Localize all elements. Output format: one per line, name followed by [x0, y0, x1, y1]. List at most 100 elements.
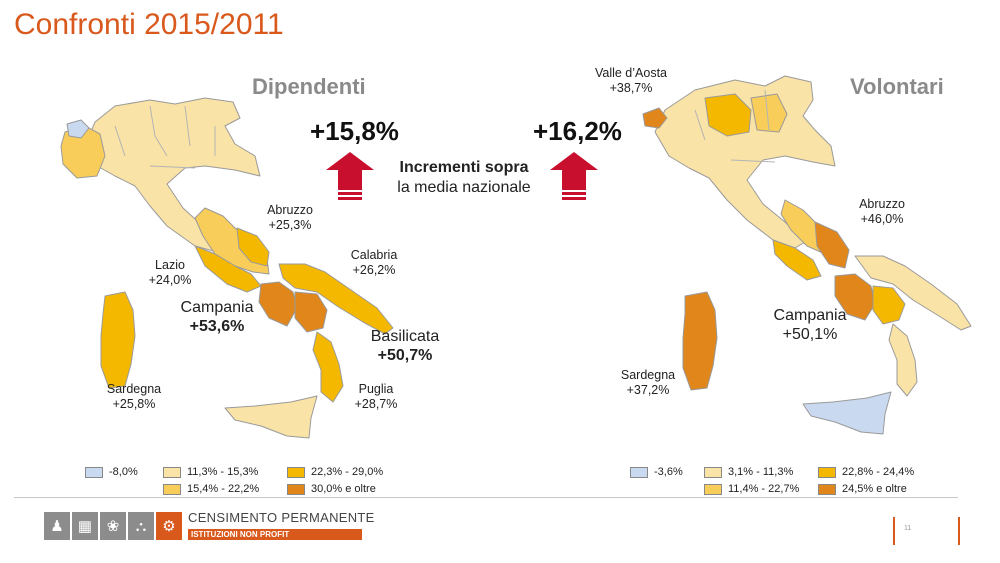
- label-lazio-left: Lazio +24,0%: [136, 258, 204, 288]
- region-lazio: [772, 239, 822, 281]
- label-name: Campania: [773, 307, 847, 324]
- region-basilicata: [872, 285, 906, 325]
- region-sicilia: [802, 391, 892, 435]
- label-value: +25,8%: [112, 397, 156, 411]
- label-name: Abruzzo: [267, 203, 313, 217]
- region-campania: [834, 273, 876, 321]
- label-name: Valle d’Aosta: [594, 66, 668, 80]
- legend-label: 30,0% e oltre: [311, 483, 376, 495]
- legend-item: 22,8% - 24,4%: [818, 466, 914, 478]
- region-lombardia: [704, 93, 752, 137]
- label-name: Calabria: [350, 248, 398, 262]
- label-calabria-left: Calabria +26,2%: [338, 248, 410, 278]
- legend-item: 3,1% - 11,3%: [704, 466, 793, 478]
- legend-label: 3,1% - 11,3%: [728, 466, 794, 478]
- up-arrow-icon: [550, 152, 598, 200]
- footer-divider: [14, 497, 958, 498]
- region-campania: [258, 281, 298, 327]
- region-valle-aosta: [66, 119, 90, 139]
- legend-label: 22,3% - 29,0%: [311, 466, 384, 478]
- legend-swatch: [163, 483, 181, 495]
- slide-title: Confronti 2015/2011: [14, 8, 284, 41]
- label-name: Sardegna: [620, 368, 676, 382]
- region-north: [654, 75, 836, 249]
- brand-name: CENSIMENTO PERMANENTE: [188, 510, 375, 525]
- label-campania-right: Campania +50,1%: [764, 306, 856, 344]
- region-piemonte: [60, 125, 106, 179]
- legend-swatch: [818, 466, 836, 478]
- legend-swatch: [287, 466, 305, 478]
- label-sardegna-left: Sardegna +25,8%: [96, 382, 172, 412]
- label-abruzzo-left: Abruzzo +25,3%: [256, 203, 324, 233]
- label-value: +46,0%: [860, 212, 904, 226]
- region-puglia: [278, 263, 394, 335]
- legend-swatch: [287, 483, 305, 495]
- legend-label: -8,0%: [109, 466, 138, 478]
- gear-icon: ⚙: [156, 512, 182, 540]
- label-valle-aosta-right: Valle d’Aosta +38,7%: [586, 66, 676, 96]
- legend-item: 22,3% - 29,0%: [287, 466, 383, 478]
- note-line-2: la media nazionale: [397, 179, 531, 196]
- map-volontari: [642, 75, 972, 435]
- label-value: +50,1%: [782, 326, 838, 343]
- legend-swatch: [85, 466, 103, 478]
- label-value: +24,0%: [148, 273, 192, 287]
- people-icon: ♟: [44, 512, 70, 540]
- label-name: Basilicata: [370, 328, 440, 345]
- label-value: +37,2%: [626, 383, 670, 397]
- legend-label: -3,6%: [654, 466, 683, 478]
- label-basilicata-left: Basilicata +50,7%: [360, 327, 450, 365]
- region-sardegna: [100, 291, 136, 389]
- label-name: Sardegna: [106, 382, 162, 396]
- region-abruzzo: [814, 221, 850, 269]
- legend-label: 11,3% - 15,3%: [187, 466, 259, 478]
- region-sardegna: [682, 291, 718, 391]
- legend-item: -3,6%: [630, 466, 683, 478]
- legend-label: 15,4% - 22,2%: [187, 483, 260, 495]
- heading-volontari: Volontari: [850, 74, 944, 99]
- legend-swatch: [163, 466, 181, 478]
- legend-swatch: [630, 466, 648, 478]
- heading-dipendenti: Dipendenti: [252, 74, 366, 99]
- label-campania-left: Campania +53,6%: [172, 298, 262, 336]
- label-value: +50,7%: [377, 347, 433, 364]
- legend-item: 15,4% - 22,2%: [163, 483, 259, 495]
- legend-item: 11,3% - 15,3%: [163, 466, 258, 478]
- label-name: Lazio: [155, 258, 185, 272]
- label-name: Abruzzo: [859, 197, 905, 211]
- page-number-divider-right: [958, 517, 960, 545]
- note-above-average: Incrementi sopra la media nazionale: [378, 158, 550, 198]
- region-calabria: [312, 331, 344, 403]
- region-abruzzo: [236, 227, 270, 267]
- legend-swatch: [704, 483, 722, 495]
- legend-item: 24,5% e oltre: [818, 483, 907, 495]
- label-name: Puglia: [358, 382, 394, 396]
- museum-icon: ⛬: [128, 512, 154, 540]
- region-valle-aosta: [642, 107, 668, 129]
- page-number: 11: [904, 525, 912, 532]
- map-dipendenti: [60, 97, 394, 439]
- label-value: +53,6%: [189, 318, 245, 335]
- legend-item: 30,0% e oltre: [287, 483, 376, 495]
- note-line-1: Incrementi sopra: [399, 159, 529, 176]
- label-sardegna-right: Sardegna +37,2%: [610, 368, 686, 398]
- building-icon: ▦: [72, 512, 98, 540]
- label-value: +38,7%: [609, 81, 653, 95]
- label-abruzzo-right: Abruzzo +46,0%: [846, 197, 918, 227]
- legend-label: 24,5% e oltre: [842, 483, 907, 495]
- region-veneto: [750, 93, 788, 133]
- legend-swatch: [818, 483, 836, 495]
- legend-item: -8,0%: [85, 466, 138, 478]
- label-value: +25,3%: [268, 218, 312, 232]
- label-value: +28,7%: [354, 397, 398, 411]
- region-puglia: [854, 255, 972, 331]
- legend-label: 11,4% - 22,7%: [728, 483, 800, 495]
- region-basilicata: [294, 291, 328, 333]
- label-puglia-left: Puglia +28,7%: [340, 382, 412, 412]
- legend-label: 22,8% - 24,4%: [842, 466, 915, 478]
- brand-subtitle: ISTITUZIONI NON PROFIT: [188, 529, 362, 540]
- pct-dipendenti: +15,8%: [310, 116, 399, 146]
- up-arrow-icon: [326, 152, 374, 200]
- region-calabria: [888, 323, 918, 397]
- page-number-divider-left: [893, 517, 895, 545]
